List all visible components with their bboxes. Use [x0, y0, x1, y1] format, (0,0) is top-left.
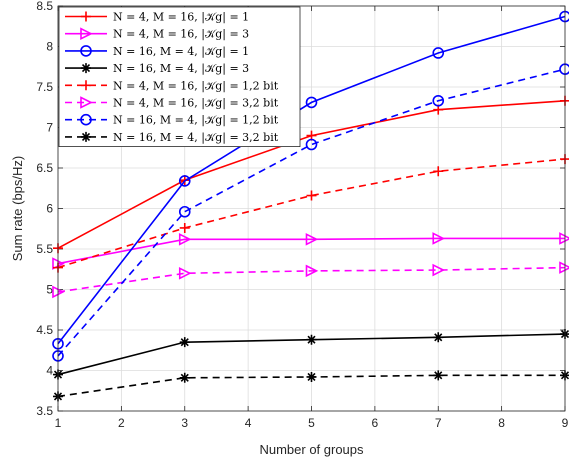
x-tick-label: 7 [435, 416, 442, 430]
plus-marker [306, 190, 317, 201]
legend-entry: N = 16, M = 4, |𝒦g| = 1 [65, 45, 249, 59]
x-tick-label: 3 [181, 416, 188, 430]
legend-entry: N = 4, M = 16, |𝒦g| = 1,2 bit [65, 79, 279, 93]
legend-entry: N = 16, M = 4, |𝒦g| = 3,2 bit [65, 131, 279, 145]
circle-marker [178, 175, 191, 187]
asterisk-marker [81, 63, 91, 74]
triangle-marker [80, 96, 93, 109]
plot-frame [57, 5, 566, 412]
triangle-marker [432, 263, 446, 277]
y-tick-label: 5 [46, 283, 53, 297]
plus-marker [433, 166, 444, 177]
series-line [57, 237, 565, 265]
legend-box [58, 6, 301, 148]
y-tick-label: 7 [46, 121, 53, 135]
series-line [57, 15, 566, 345]
x-tick-label: 5 [308, 416, 315, 430]
legend-label: N = 16, M = 4, |𝒦g| = 3,2 bit [113, 131, 279, 145]
x-axis-ticks: 1 2 3 4 5 6 7 8 9 [55, 6, 569, 430]
circle-marker [80, 45, 92, 57]
asterisk-marker [306, 371, 317, 382]
triangle-marker [178, 232, 192, 246]
legend-entry: N = 4, M = 16, |𝒦g| = 3 [65, 27, 249, 42]
legend-entry: N = 16, M = 4, |𝒦g| = 3 [65, 62, 249, 76]
legend-label: N = 4, M = 16, |𝒦g| = 1,2 bit [113, 79, 279, 93]
circle-marker [80, 113, 92, 126]
asterisk-marker [433, 332, 444, 343]
y-tick-label: 6.5 [36, 161, 53, 175]
asterisk-marker [81, 131, 91, 142]
triangle-marker [305, 264, 319, 278]
legend-entry: N = 4, M = 16, |𝒦g| = 3,2 bit [65, 96, 279, 111]
triangle-marker [80, 27, 93, 40]
legend: N = 4, M = 16, |𝒦g| = 1 N = 4, M = 16, |𝒦… [58, 6, 301, 148]
x-tick-label: 4 [245, 416, 252, 430]
asterisk-marker [433, 370, 444, 381]
plus-marker [81, 80, 91, 91]
y-tick-label: 8 [46, 40, 53, 54]
circle-marker [178, 205, 191, 218]
legend-entry: N = 16, M = 4, |𝒦g| = 1,2 bit [65, 114, 279, 128]
y-tick-label: 4 [46, 364, 53, 378]
x-tick-label: 9 [562, 416, 569, 430]
x-axis-label: Number of groups [259, 442, 364, 457]
y-tick-label: 4.5 [36, 323, 53, 337]
circle-marker [432, 94, 445, 107]
plus-marker [179, 222, 190, 233]
x-tick-label: 8 [498, 416, 505, 430]
legend-label: N = 16, M = 4, |𝒦g| = 1,2 bit [113, 114, 279, 128]
y-tick-label: 3.5 [36, 404, 53, 418]
x-tick-label: 6 [372, 416, 379, 430]
x-tick-label: 2 [118, 416, 125, 430]
circle-marker [432, 47, 445, 59]
legend-label: N = 16, M = 4, |𝒦g| = 1 [113, 45, 249, 59]
legend-label: N = 4, M = 16, |𝒦g| = 1 [113, 11, 249, 25]
y-tick-label: 8.5 [36, 0, 53, 13]
triangle-marker [178, 267, 192, 280]
series-3 [52, 10, 569, 350]
plus-marker [81, 11, 91, 22]
circle-marker [305, 138, 318, 151]
triangle-marker [305, 232, 319, 246]
asterisk-marker [179, 372, 190, 383]
y-tick-label: 6 [46, 202, 53, 216]
y-axis-label: Sum rate (bps/Hz) [10, 156, 25, 261]
legend-label: N = 16, M = 4, |𝒦g| = 3 [113, 62, 249, 76]
y-tick-label: 5.5 [36, 242, 53, 256]
series-line [57, 266, 566, 293]
y-tick-label: 7.5 [36, 80, 53, 94]
legend-entry: N = 4, M = 16, |𝒦g| = 1 [65, 11, 249, 25]
series-line [57, 158, 566, 269]
legend-label: N = 4, M = 16, |𝒦g| = 3 [113, 28, 249, 42]
asterisk-marker [306, 334, 317, 345]
asterisk-marker [179, 337, 190, 348]
triangle-marker [432, 232, 446, 245]
series-lines [52, 10, 569, 402]
x-tick-label: 1 [55, 416, 62, 430]
circle-marker [305, 96, 318, 109]
legend-label: N = 4, M = 16, |𝒦g| = 3,2 bit [113, 97, 279, 111]
